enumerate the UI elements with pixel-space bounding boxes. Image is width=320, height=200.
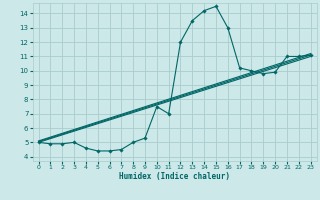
X-axis label: Humidex (Indice chaleur): Humidex (Indice chaleur) [119, 172, 230, 181]
